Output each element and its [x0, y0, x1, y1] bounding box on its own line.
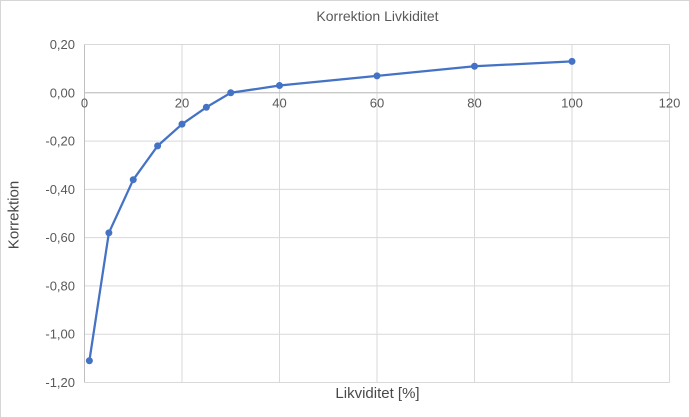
data-point-marker: [568, 57, 576, 65]
data-point-marker: [227, 89, 235, 97]
data-point-marker: [154, 142, 162, 150]
data-point-marker: [178, 120, 186, 128]
y-tick-label: -0,80: [45, 278, 75, 293]
x-tick-label: 60: [370, 95, 384, 110]
y-tick-label: -1,00: [45, 327, 75, 342]
data-point-marker: [85, 357, 93, 365]
y-tick-label: 0,20: [50, 37, 75, 52]
x-tick-label: 20: [175, 95, 189, 110]
data-point-marker: [105, 229, 113, 237]
y-tick-label: -0,40: [45, 182, 75, 197]
y-tick-label: -0,20: [45, 134, 75, 149]
y-tick-label: -1,20: [45, 375, 75, 390]
x-tick-label: 0: [81, 95, 88, 110]
data-point-marker: [202, 103, 210, 111]
y-tick-label: 0,00: [50, 85, 75, 100]
data-point-marker: [471, 62, 478, 70]
x-tick-label: 100: [561, 95, 583, 110]
x-tick-label: 40: [272, 95, 286, 110]
data-point-marker: [276, 82, 283, 90]
x-tick-label: 80: [467, 95, 481, 110]
data-point-marker: [373, 72, 381, 80]
data-point-marker: [129, 176, 137, 184]
y-tick-label: -0,60: [45, 230, 75, 245]
x-tick-label: 120: [659, 95, 681, 110]
data-line: [88, 60, 574, 362]
